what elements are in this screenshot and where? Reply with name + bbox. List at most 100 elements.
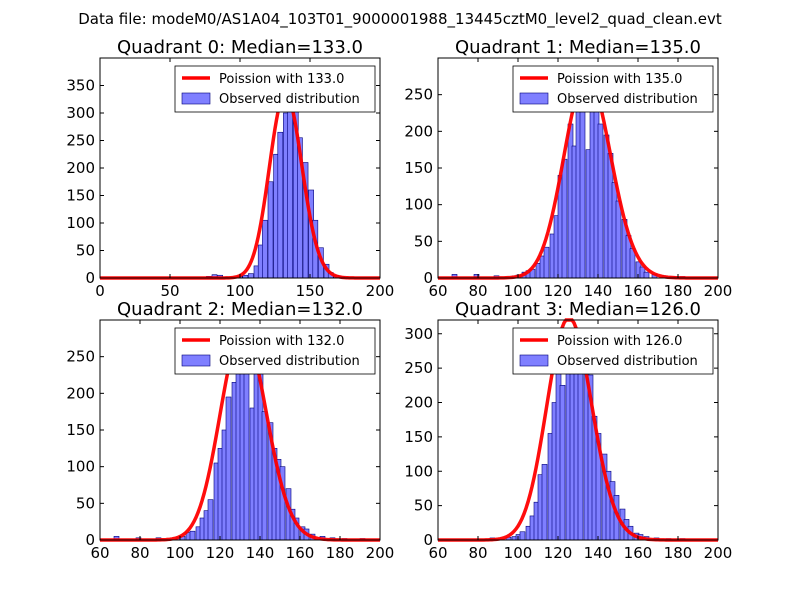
histogram-bar: [262, 219, 268, 279]
y-tick-label: 250: [404, 359, 433, 377]
legend-box: [512, 327, 714, 375]
x-tick-label: 120: [544, 544, 573, 562]
y-tick-label: 150: [404, 159, 433, 177]
axes-frame: [437, 319, 719, 541]
legend: Poission with 132.0 Observed distribution: [174, 327, 376, 375]
legend: Poission with 133.0 Observed distribution: [174, 65, 376, 113]
legend-bar-swatch: [181, 92, 211, 105]
histogram-bar: [577, 347, 584, 541]
y-tick-label: 250: [66, 132, 95, 150]
y-tick-label: 50: [76, 242, 95, 260]
y-tick-label: 300: [66, 104, 95, 122]
y-tick-label: 50: [414, 232, 433, 250]
y-tick-label: 200: [404, 122, 433, 140]
histogram-bar: [597, 123, 604, 279]
legend-curve-label: Poission with 132.0: [219, 334, 344, 349]
y-tick-label: 250: [66, 348, 95, 366]
histogram-bar: [248, 273, 254, 279]
y-tick-label: 50: [414, 497, 433, 515]
x-tick-label: 180: [326, 544, 355, 562]
legend-bar-label: Observed distribution: [219, 354, 360, 369]
y-tick-label: 100: [66, 214, 95, 232]
legend-curve-label: Poission with 126.0: [557, 334, 682, 349]
y-tick-label: 150: [66, 187, 95, 205]
y-tick-label: 100: [404, 196, 433, 214]
x-tick-label: 80: [468, 282, 487, 300]
x-tick-label: 100: [226, 282, 255, 300]
legend-box: [512, 65, 714, 113]
x-tick-label: 100: [504, 544, 533, 562]
x-tick-label: 100: [166, 544, 195, 562]
quadrant-2-panel: 60 80 100 120 140 160 180 200 0 50 100 150 200 250 Qua…: [66, 299, 394, 562]
x-tick-label: 200: [704, 282, 733, 300]
x-tick-label: 150: [296, 282, 325, 300]
histogram-bar: [225, 396, 232, 541]
panels: 0 50 100 150 200 0 50 100 150 200 250 300 350 Quadran…: [66, 37, 732, 562]
quadrant-0-panel: 0 50 100 150 200 0 50 100 150 200 250 300 350 Quadran…: [66, 37, 394, 300]
legend-curve-label: Poission with 133.0: [219, 72, 344, 87]
legend-bar-label: Observed distribution: [557, 354, 698, 369]
legend: Poission with 126.0 Observed distribution: [512, 327, 714, 375]
y-tick-label: 150: [404, 428, 433, 446]
y-tick-label: 250: [404, 86, 433, 104]
y-tick-label: 200: [66, 159, 95, 177]
histogram-bar: [277, 131, 284, 279]
x-tick-label: 60: [90, 544, 109, 562]
histogram-bar: [207, 499, 214, 541]
x-tick-label: 120: [206, 544, 235, 562]
y-tick-label: 350: [66, 77, 95, 95]
x-tick-label: 180: [664, 282, 693, 300]
quadrant-title: Quadrant 0: Median=133.0: [117, 37, 363, 58]
x-tick-label: 60: [428, 544, 447, 562]
x-tick-label: 60: [428, 282, 447, 300]
y-tick-label: 100: [66, 458, 95, 476]
x-tick-label: 200: [704, 544, 733, 562]
histogram-bar: [561, 158, 568, 279]
x-tick-label: 120: [544, 282, 573, 300]
legend-bar-label: Observed distribution: [219, 92, 360, 107]
legend-box: [174, 327, 376, 375]
y-tick-label: 0: [85, 531, 95, 549]
x-tick-label: 140: [246, 544, 275, 562]
legend-curve-label: Poission with 135.0: [557, 72, 682, 87]
quadrant-title: Quadrant 1: Median=135.0: [455, 37, 701, 58]
histogram-bar: [261, 411, 268, 541]
histogram-bar: [541, 464, 548, 541]
quadrant-1-panel: 60 80 100 120 140 160 180 200 0 50 100 150 200 250 Qua…: [404, 37, 732, 300]
histogram-bar: [643, 271, 650, 279]
quadrant-3-panel: 60 80 100 120 140 160 180 200 0 50 100 150 200 250 300…: [404, 299, 732, 562]
legend: Poission with 135.0 Observed distribution: [512, 65, 714, 113]
x-tick-label: 140: [584, 544, 613, 562]
histogram-bar: [519, 531, 526, 541]
histogram-bar: [189, 530, 196, 541]
x-tick-label: 160: [286, 544, 315, 562]
x-tick-label: 140: [584, 282, 613, 300]
y-tick-label: 0: [85, 269, 95, 287]
x-tick-label: 160: [624, 544, 653, 562]
histogram-bar: [267, 181, 274, 279]
y-tick-label: 200: [66, 384, 95, 402]
quadrant-title: Quadrant 3: Median=126.0: [455, 299, 701, 320]
x-tick-label: 100: [504, 282, 533, 300]
legend-box: [174, 65, 376, 113]
x-tick-label: 200: [366, 282, 395, 300]
legend-bar-swatch: [519, 354, 549, 367]
y-tick-label: 0: [423, 531, 433, 549]
y-tick-label: 300: [404, 325, 433, 343]
x-tick-label: 160: [624, 282, 653, 300]
y-tick-label: 200: [404, 394, 433, 412]
histogram-bar: [543, 246, 550, 279]
legend-bar-label: Observed distribution: [557, 92, 698, 107]
y-tick-label: 100: [404, 462, 433, 480]
x-tick-label: 200: [366, 544, 395, 562]
y-tick-label: 150: [66, 421, 95, 439]
y-tick-label: 0: [423, 269, 433, 287]
figure-title: Data file: modeM0/AS1A04_103T01_90000019…: [78, 10, 722, 29]
x-tick-label: 80: [130, 544, 149, 562]
histogram-bar: [559, 385, 566, 541]
legend-bar-swatch: [181, 354, 211, 367]
x-tick-label: 80: [468, 544, 487, 562]
x-tick-label: 0: [95, 282, 105, 300]
x-tick-label: 180: [664, 544, 693, 562]
